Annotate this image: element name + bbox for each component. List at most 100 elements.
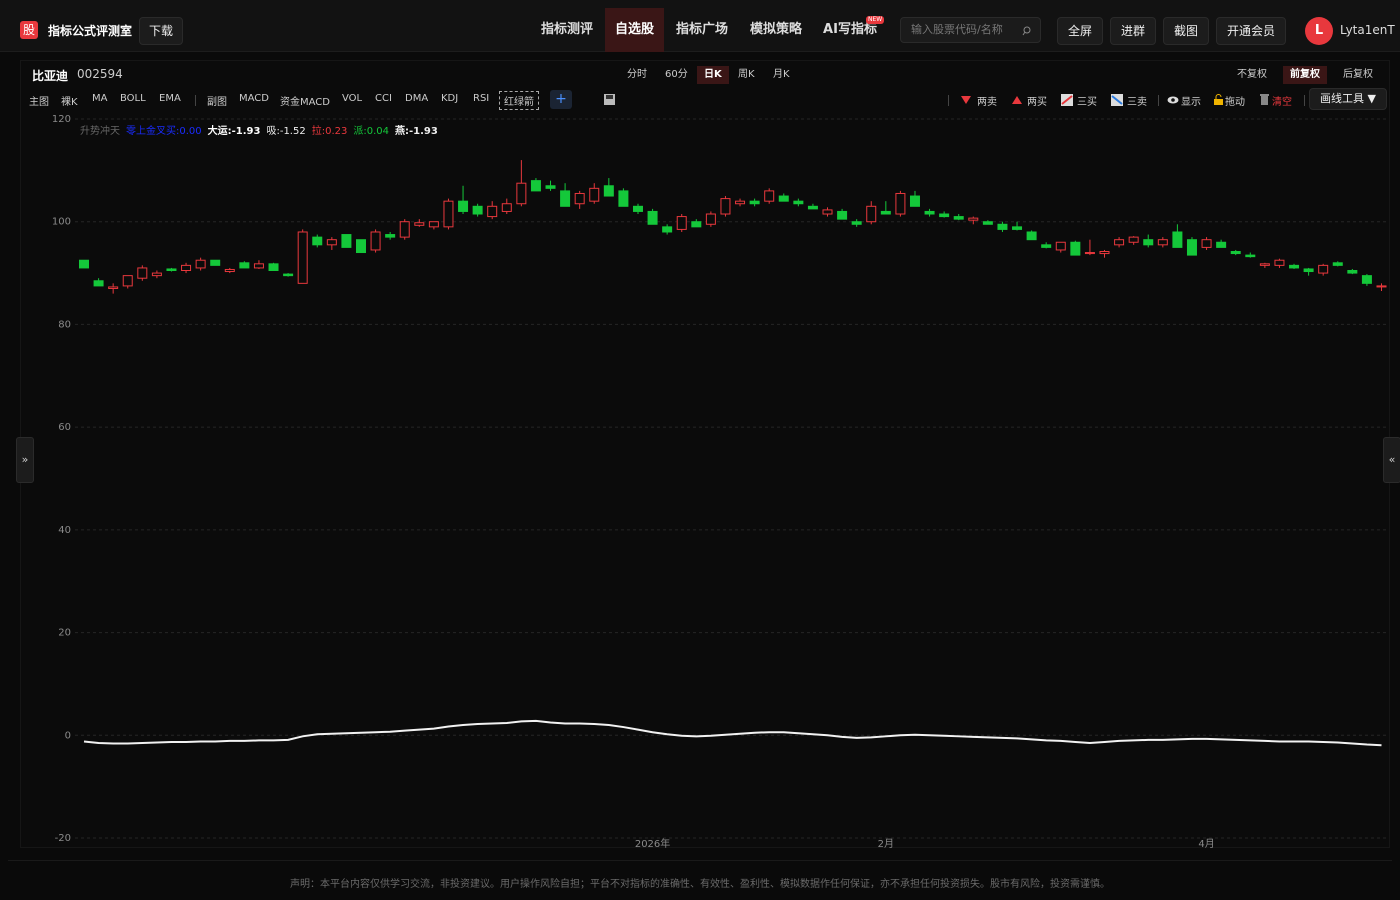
signal-item[interactable]: 两卖 bbox=[977, 97, 997, 108]
y-tick-label: 100 bbox=[52, 217, 71, 228]
candle-body bbox=[472, 205, 483, 215]
period-tab[interactable]: 周K bbox=[738, 69, 755, 80]
candle-body bbox=[807, 205, 818, 210]
adjust-tab[interactable]: 后复权 bbox=[1343, 69, 1373, 80]
search-placeholder: 输入股票代码/名称 bbox=[911, 23, 1003, 36]
header-button[interactable]: 进群 bbox=[1110, 17, 1156, 45]
sub-indicator[interactable]: KDJ bbox=[441, 93, 459, 104]
candle-body bbox=[662, 226, 673, 233]
main-indicator[interactable]: MA bbox=[92, 93, 108, 104]
candle-body bbox=[909, 195, 920, 207]
candle-body bbox=[224, 268, 235, 273]
nav-item[interactable]: 指标测评 bbox=[540, 22, 593, 37]
candle-body bbox=[1186, 239, 1197, 256]
candle-body bbox=[735, 200, 746, 205]
candle-body bbox=[574, 192, 585, 205]
separator bbox=[948, 95, 949, 106]
candle-body bbox=[151, 272, 162, 277]
header-button[interactable]: 截图 bbox=[1163, 17, 1209, 45]
candle-body bbox=[1012, 226, 1023, 230]
nav-item[interactable]: 指标广场 bbox=[675, 22, 728, 37]
period-tab[interactable]: 分时 bbox=[627, 69, 647, 80]
indicator-label: 派:0.04 bbox=[353, 126, 389, 137]
candle-body bbox=[341, 234, 352, 248]
logo[interactable]: 股 bbox=[20, 21, 38, 39]
candle-body bbox=[676, 216, 687, 230]
add-button[interactable]: + bbox=[550, 90, 572, 109]
expand-left[interactable]: » bbox=[16, 437, 34, 483]
main-indicator[interactable]: BOLL bbox=[120, 93, 146, 104]
candle-body bbox=[1303, 268, 1314, 273]
username[interactable]: Lyta1enT bbox=[1340, 23, 1395, 37]
candle-body bbox=[326, 239, 337, 246]
chart-panel bbox=[20, 60, 1390, 848]
candle-body bbox=[851, 221, 862, 225]
y-tick-label: -20 bbox=[55, 833, 71, 844]
candle-body bbox=[1318, 264, 1329, 274]
tool-item[interactable]: 拖动 bbox=[1225, 97, 1245, 108]
adjust-tab[interactable]: 前复权 bbox=[1283, 66, 1327, 84]
indicator-line bbox=[83, 719, 1382, 747]
signal-item[interactable]: 三卖 bbox=[1127, 97, 1147, 108]
candle-body bbox=[997, 223, 1008, 230]
tool-item[interactable]: 显示 bbox=[1181, 97, 1201, 108]
candle-body bbox=[1099, 251, 1110, 255]
candle-body bbox=[1216, 241, 1227, 248]
site-title[interactable]: 指标公式评测室 bbox=[48, 24, 133, 38]
signal-item[interactable]: 两买 bbox=[1027, 97, 1047, 108]
indicator-legend: 升势冲天 零上金叉买:0.00 大运:-1.93 吸:-1.52 拉:0.23 派:0.0… bbox=[80, 122, 444, 137]
candle-body bbox=[93, 280, 104, 287]
sub-indicator[interactable]: 资金MACD bbox=[280, 97, 330, 108]
candle-body bbox=[355, 239, 366, 254]
candle-body bbox=[632, 205, 643, 212]
candle-body bbox=[414, 222, 425, 226]
sub-indicator[interactable]: CCI bbox=[375, 93, 392, 104]
download-button[interactable]: 下载 bbox=[139, 17, 183, 45]
candle-body bbox=[530, 180, 541, 192]
period-tab[interactable]: 月K bbox=[773, 69, 790, 80]
candle-body bbox=[1274, 259, 1285, 266]
candle-body bbox=[487, 205, 498, 218]
sub-indicator[interactable]: 红绿箭 bbox=[499, 91, 539, 110]
top-bar: 股 指标公式评测室 下载 指标测评 自选股 指标广场 模拟策略 AI写指标 NE… bbox=[0, 0, 1400, 52]
candle-body bbox=[895, 192, 906, 215]
candle-body bbox=[399, 221, 410, 238]
nav-item[interactable]: 自选股 bbox=[605, 8, 664, 52]
nav-item[interactable]: AI写指标 bbox=[823, 22, 877, 37]
main-indicator[interactable]: 裸K bbox=[61, 97, 78, 108]
adjust-tab[interactable]: 不复权 bbox=[1237, 69, 1267, 80]
candle-body bbox=[968, 217, 979, 221]
main-indicator[interactable]: EMA bbox=[159, 93, 181, 104]
y-tick-label: 60 bbox=[58, 422, 71, 433]
trash-icon bbox=[1260, 94, 1269, 105]
sub-indicator[interactable]: DMA bbox=[405, 93, 429, 104]
save-icon[interactable] bbox=[603, 93, 616, 106]
candle-body bbox=[705, 213, 716, 225]
header-button[interactable]: 全屏 bbox=[1057, 17, 1103, 45]
nav-item[interactable]: 模拟策略 bbox=[749, 22, 802, 37]
candle-body bbox=[501, 203, 512, 212]
period-tab[interactable]: 60分 bbox=[665, 69, 688, 80]
footer-divider bbox=[8, 860, 1392, 861]
tool-item[interactable]: 清空 bbox=[1272, 97, 1292, 108]
header-button[interactable]: 开通会员 bbox=[1216, 17, 1286, 45]
candle-body bbox=[443, 200, 454, 228]
separator bbox=[1158, 95, 1159, 106]
period-tab[interactable]: 日K bbox=[697, 66, 729, 84]
candle-body bbox=[982, 221, 993, 225]
search-input[interactable]: 输入股票代码/名称 bbox=[900, 17, 1041, 43]
avatar[interactable]: L bbox=[1305, 17, 1333, 45]
expand-right[interactable]: « bbox=[1383, 437, 1400, 483]
signal-item[interactable]: 三买 bbox=[1077, 97, 1097, 108]
sub-indicator[interactable]: RSI bbox=[473, 93, 490, 104]
candle-body bbox=[647, 210, 658, 225]
draw-tool-button[interactable]: 画线工具 ▼ bbox=[1309, 88, 1387, 110]
candle-body bbox=[239, 262, 250, 269]
candle-body bbox=[618, 190, 629, 207]
sub-indicator[interactable]: MACD bbox=[239, 93, 269, 104]
y-tick-label: 120 bbox=[52, 114, 71, 125]
candle-body bbox=[589, 187, 600, 202]
y-tick-label: 40 bbox=[58, 525, 71, 536]
sub-indicator[interactable]: VOL bbox=[342, 93, 363, 104]
new-badge: NEW bbox=[866, 16, 885, 24]
